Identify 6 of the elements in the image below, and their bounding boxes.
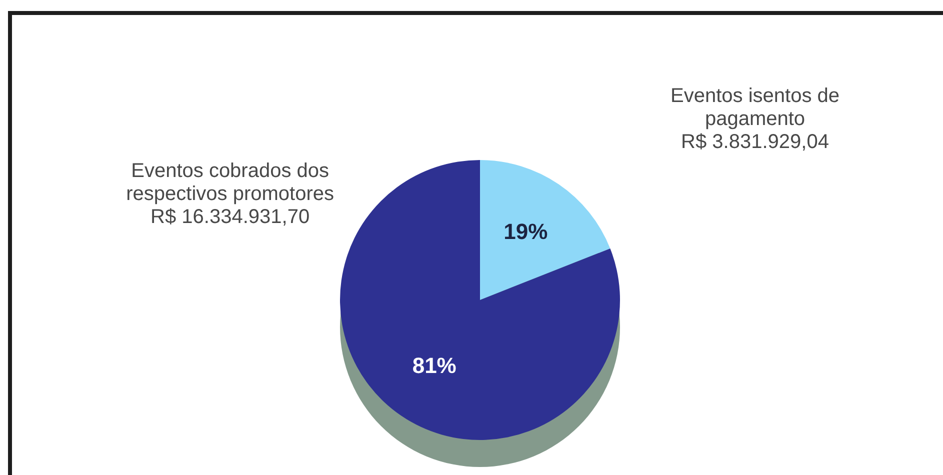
text: 81% <box>412 353 456 378</box>
slice-label: Eventos isentos de pagamento <box>670 85 840 130</box>
data-label: R$ 3.831.929,04 <box>681 131 829 153</box>
data-label: R$ 16.334.931,70 <box>150 206 310 228</box>
text: 19% <box>504 218 548 244</box>
slice-label: Eventos cobrados dos respectivos promotores <box>126 160 334 205</box>
